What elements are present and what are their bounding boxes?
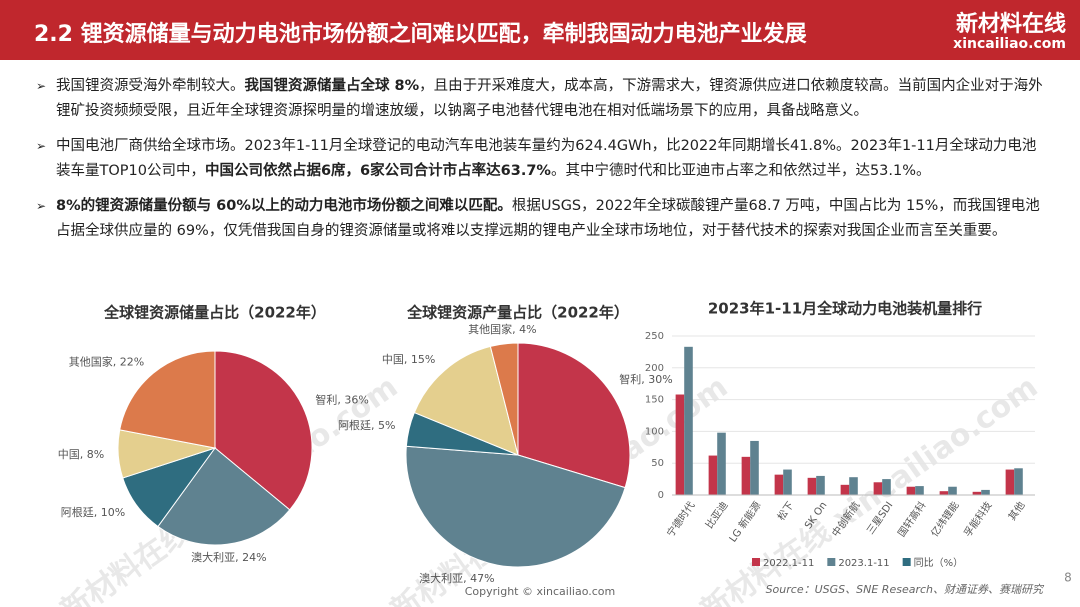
bar bbox=[906, 486, 916, 495]
text-run: ，且由于开采难度大，成本高，下游需求大，锂资源供应进口依赖度较高。当前国内企业对… bbox=[56, 78, 1043, 119]
y-tick-label: 50 bbox=[651, 458, 664, 469]
x-tick-label: 亿纬锂能 bbox=[928, 499, 962, 539]
logo-url: xincailiao.com bbox=[953, 36, 1066, 52]
legend-label: 2023.1-11 bbox=[838, 558, 889, 569]
x-tick-label: LG 新能源 bbox=[726, 499, 763, 545]
chart-title: 全球锂资源产量占比（2022年） bbox=[406, 304, 629, 322]
bar bbox=[741, 456, 751, 495]
bar bbox=[684, 346, 693, 495]
slice-label: 阿根廷, 5% bbox=[338, 418, 395, 432]
pie-slice bbox=[119, 350, 216, 449]
pie-slice bbox=[413, 345, 519, 456]
bar bbox=[750, 440, 759, 495]
bar bbox=[1005, 469, 1015, 495]
bar bbox=[939, 491, 949, 495]
legend-swatch bbox=[752, 558, 760, 566]
x-tick-label: 比亚迪 bbox=[703, 500, 730, 531]
title: 2.2 锂资源储量与动力电池市场份额之间难以匹配，牵制我国动力电池产业发展 bbox=[34, 22, 807, 47]
bullet: 8%的锂资源储量份额与 60%以上的动力电池市场份额之间难以匹配。根据USGS，… bbox=[36, 194, 1046, 244]
pie-slice bbox=[157, 447, 291, 546]
slice-label: 澳大利亚, 47% bbox=[419, 571, 494, 585]
bar bbox=[708, 455, 718, 495]
slice-label: 阿根廷, 10% bbox=[61, 505, 125, 519]
text-run: 。其中宁德时代和比亚迪市占率之和依然过半，达53.1%。 bbox=[550, 163, 931, 179]
bar bbox=[774, 474, 784, 495]
chart-title: 2023年1-11月全球动力电池装机量排行 bbox=[708, 300, 982, 318]
x-tick-label: 其他 bbox=[1005, 499, 1027, 523]
text-run: 中国公司依然占据6席，6家公司合计市占率达63.7% bbox=[204, 163, 551, 179]
page-number: 8 bbox=[1064, 571, 1072, 585]
text-run: 我国锂资源储量占全球 8% bbox=[244, 78, 420, 94]
bar bbox=[972, 491, 982, 495]
x-tick-label: 孚能科技 bbox=[961, 499, 995, 539]
bar bbox=[783, 469, 792, 495]
bar bbox=[1014, 468, 1023, 495]
pie-slice bbox=[405, 445, 626, 568]
y-tick-label: 100 bbox=[645, 426, 664, 437]
text-run: 我国锂资源受海外牵制较大。 bbox=[56, 78, 245, 94]
pie-slice bbox=[517, 342, 631, 489]
legend-label: 2022.1-11 bbox=[763, 558, 814, 569]
x-tick-label: 松下 bbox=[774, 499, 796, 523]
bar bbox=[675, 394, 685, 495]
bullets: 我国锂资源受海外牵制较大。我国锂资源储量占全球 8%，且由于开采难度大，成本高，… bbox=[36, 74, 1046, 254]
bar bbox=[807, 477, 817, 495]
legend-swatch bbox=[827, 558, 836, 566]
bullet: 我国锂资源受海外牵制较大。我国锂资源储量占全球 8%，且由于开采难度大，成本高，… bbox=[36, 74, 1046, 124]
bar bbox=[717, 432, 726, 495]
text-run: 中国电池厂商供给全球市场。2023年1-11月全球登记的电动汽车电池装车量约为6… bbox=[56, 138, 1037, 179]
y-tick-label: 0 bbox=[658, 490, 664, 501]
legend-label: 同比（%） bbox=[914, 557, 964, 569]
text-run: 根据USGS，2022年全球碳酸锂产量68.7 万吨，中国占比为 15%，而我国… bbox=[56, 198, 1040, 239]
copyright: Copyright © xincailiao.com bbox=[465, 585, 616, 598]
slice-label: 其他国家, 22% bbox=[69, 354, 144, 368]
pie-slice bbox=[214, 350, 313, 511]
slice-label: 澳大利亚, 24% bbox=[191, 550, 266, 564]
slice-label: 中国, 15% bbox=[382, 353, 435, 366]
slice-label: 智利, 36% bbox=[315, 393, 368, 407]
slice-label: 智利, 30% bbox=[619, 372, 672, 386]
legend-swatch bbox=[902, 558, 911, 566]
chart-title: 全球锂资源储量占比（2022年） bbox=[103, 304, 326, 322]
y-tick-label: 150 bbox=[645, 395, 664, 406]
bar bbox=[840, 484, 850, 495]
bar bbox=[849, 477, 858, 495]
bar bbox=[816, 475, 825, 495]
slice-label: 中国, 8% bbox=[58, 448, 104, 461]
bullet: 中国电池厂商供给全球市场。2023年1-11月全球登记的电动汽车电池装车量约为6… bbox=[36, 134, 1046, 184]
text-run: 8%的锂资源储量份额与 60%以上的动力电池市场份额之间难以匹配。 bbox=[56, 198, 512, 214]
y-tick-label: 200 bbox=[645, 363, 664, 374]
bar bbox=[981, 489, 990, 495]
logo: 新材料在线 bbox=[955, 12, 1066, 37]
x-tick-label: 国轩高科 bbox=[895, 499, 929, 539]
bar bbox=[873, 482, 883, 495]
x-tick-label: 宁德时代 bbox=[664, 499, 698, 539]
bar bbox=[882, 479, 891, 495]
slice-label: 其他国家, 4% bbox=[468, 322, 536, 336]
pie-slice bbox=[489, 342, 519, 456]
bar bbox=[948, 486, 957, 495]
y-tick-label: 250 bbox=[645, 331, 664, 342]
bar bbox=[915, 486, 924, 495]
source: Source：USGS、SNE Research、财通证券、赛瑞研究 bbox=[766, 583, 1045, 596]
header: 2.2 锂资源储量与动力电池市场份额之间难以匹配，牵制我国动力电池产业发展 新材… bbox=[0, 0, 1080, 60]
